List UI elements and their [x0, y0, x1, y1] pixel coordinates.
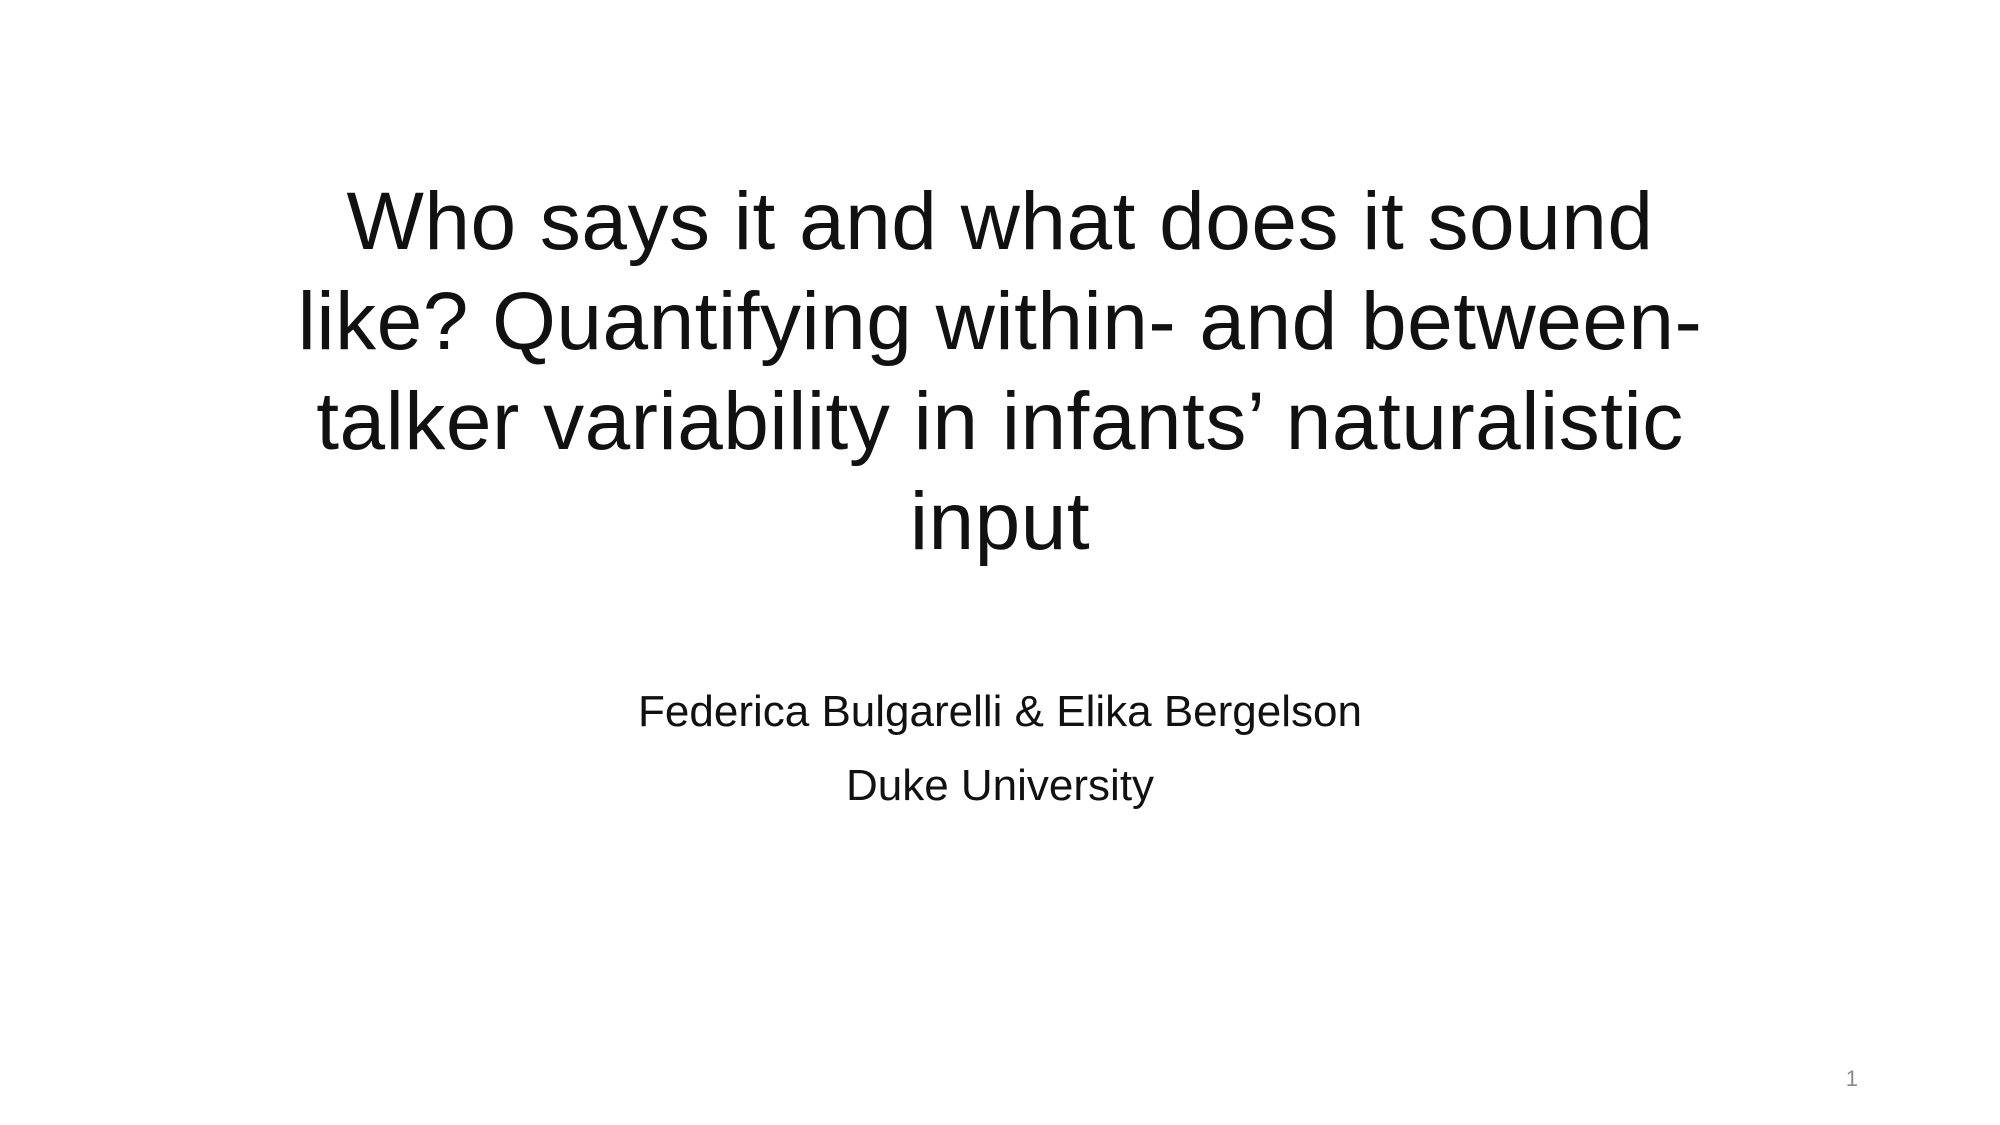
title-line-1: Who says it and what does it sound — [346, 176, 1654, 267]
authors: Federica Bulgarelli & Elika Bergelson — [638, 687, 1362, 736]
title-line-4: input — [909, 476, 1091, 567]
page-number: 1 — [1845, 1066, 1858, 1091]
affiliation: Duke University — [845, 761, 1155, 810]
slide-title: Who says it and what does it sound like?… — [260, 172, 1740, 572]
title-line-2: like? Quantifying within- and between- — [297, 276, 1703, 367]
title-line-3: talker variability in infants’ naturalis… — [316, 376, 1684, 467]
